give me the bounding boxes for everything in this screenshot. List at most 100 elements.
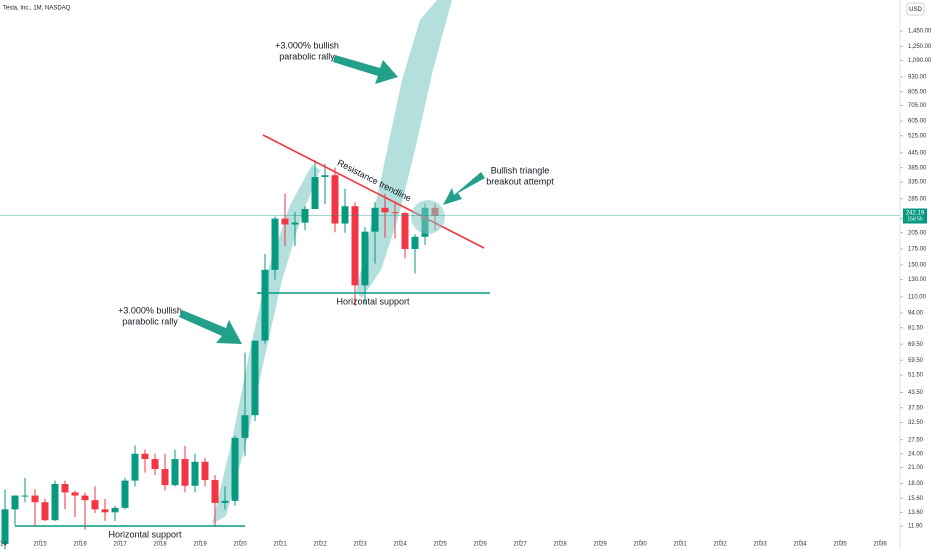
countdown: 15d 5h [907,216,923,222]
candle-body [121,480,129,508]
arrow [443,172,485,205]
x-tick-label: 2034 [793,542,807,548]
y-tick-label: 175.00 [908,247,927,253]
y-tick-label: 69.50 [908,342,924,348]
y-tick-label: 705.00 [908,103,927,109]
candle-body [181,459,189,486]
y-tick-label: 43.50 [908,390,924,396]
y-tick-label: 27.50 [908,437,924,443]
x-tick-label: 2015 [33,542,47,548]
candle-body [71,492,79,496]
candle-body [191,461,199,486]
y-tick-label: 51.50 [908,373,924,379]
candle-body [141,453,149,460]
x-tick-label: 2036 [873,542,887,548]
candle-body [281,218,289,225]
x-tick-label: 2020 [233,542,247,548]
chart-title: Tesla, Inc., 1M, NASDAQ [3,6,71,12]
y-tick-label: 285.00 [908,196,927,202]
last-price: 242.19 [906,211,925,217]
x-tick-label: 2031 [673,542,687,548]
candle-body [321,175,329,177]
candle-body [131,453,139,481]
y-tick-label: 1,250.00 [908,44,932,50]
candle-body [91,500,99,510]
parabolic-band [212,165,320,524]
y-tick-label: 24.00 [908,451,924,457]
candle-body [411,236,419,250]
candle-body [271,218,279,270]
x-tick-label: 2027 [513,542,527,548]
candle-body [101,509,109,513]
y-tick-label: 385.00 [908,165,927,171]
candle-body [391,212,399,214]
candle-body [31,495,39,503]
y-tick-label: 1,090.00 [908,58,932,64]
currency-box [906,2,925,16]
y-tick-label: 94.00 [908,311,924,317]
y-tick-label: 130.00 [908,277,927,283]
x-tick-label: 2017 [113,542,127,548]
annotation: Horizontal support [108,529,182,539]
x-tick-label: 2035 [833,542,847,548]
y-tick-label: 59.50 [908,358,924,364]
candle-body [21,495,29,497]
last-price-box [903,208,927,224]
x-tick-label: 2021 [273,542,287,548]
x-tick-label: 2029 [593,542,607,548]
candle-body [11,495,19,510]
annotation: Bullish triangle [491,165,550,175]
candle-body [51,483,59,521]
x-tick-label: 2033 [753,542,767,548]
annotation: breakout attempt [486,176,554,186]
candle-body [351,206,359,286]
candle-body [41,502,49,521]
x-tick-label: 2022 [313,542,327,548]
candle-body [291,222,299,225]
y-tick-label: 21.00 [908,465,924,471]
y-tick-label: 445.00 [908,150,927,156]
candle-body [231,437,239,501]
annotation: Horizontal support [336,296,410,306]
y-tick-label: 150.00 [908,262,927,268]
candle-body [1,509,9,545]
annotation: parabolic rally [122,316,178,326]
candle-body [81,495,89,501]
candle-body [221,500,229,503]
candle-body [341,206,349,224]
x-tick-label: 2025 [433,542,447,548]
candle-body [171,459,179,486]
candle-body [61,483,69,493]
y-tick-label: 18.00 [908,481,924,487]
candle-body [161,469,169,486]
x-tick-label: 2018 [153,542,167,548]
parabolic-band [356,0,452,298]
y-tick-label: 110.00 [908,294,927,300]
candle-body [201,461,209,481]
resistance-line [262,134,485,249]
candle-body [111,507,119,513]
arrow [179,310,242,344]
x-tick-label: 2014 [0,542,7,548]
breakout-circle [411,200,445,234]
x-tick-label: 2019 [193,542,207,548]
x-tick-label: 2024 [393,542,407,548]
x-tick-label: 2028 [553,542,567,548]
candle-body [381,207,389,213]
candle-body [301,208,309,223]
x-tick-label: 2026 [473,542,487,548]
annotation: +3.000% bullish [118,305,182,315]
annotation: parabolic rally [279,51,335,61]
y-tick-label: 805.00 [908,89,927,95]
candle-body [331,175,339,224]
y-tick-label: 1,450.00 [908,29,932,35]
y-tick-label: 335.00 [908,180,927,186]
annotation: +3.000% bullish [275,40,339,50]
y-tick-label: 11.90 [908,524,923,530]
y-tick-label: 205.00 [908,230,927,236]
candle-body [241,415,249,438]
candle-body [371,207,379,232]
y-tick-label: 81.50 [908,325,924,331]
arrow [333,55,398,84]
